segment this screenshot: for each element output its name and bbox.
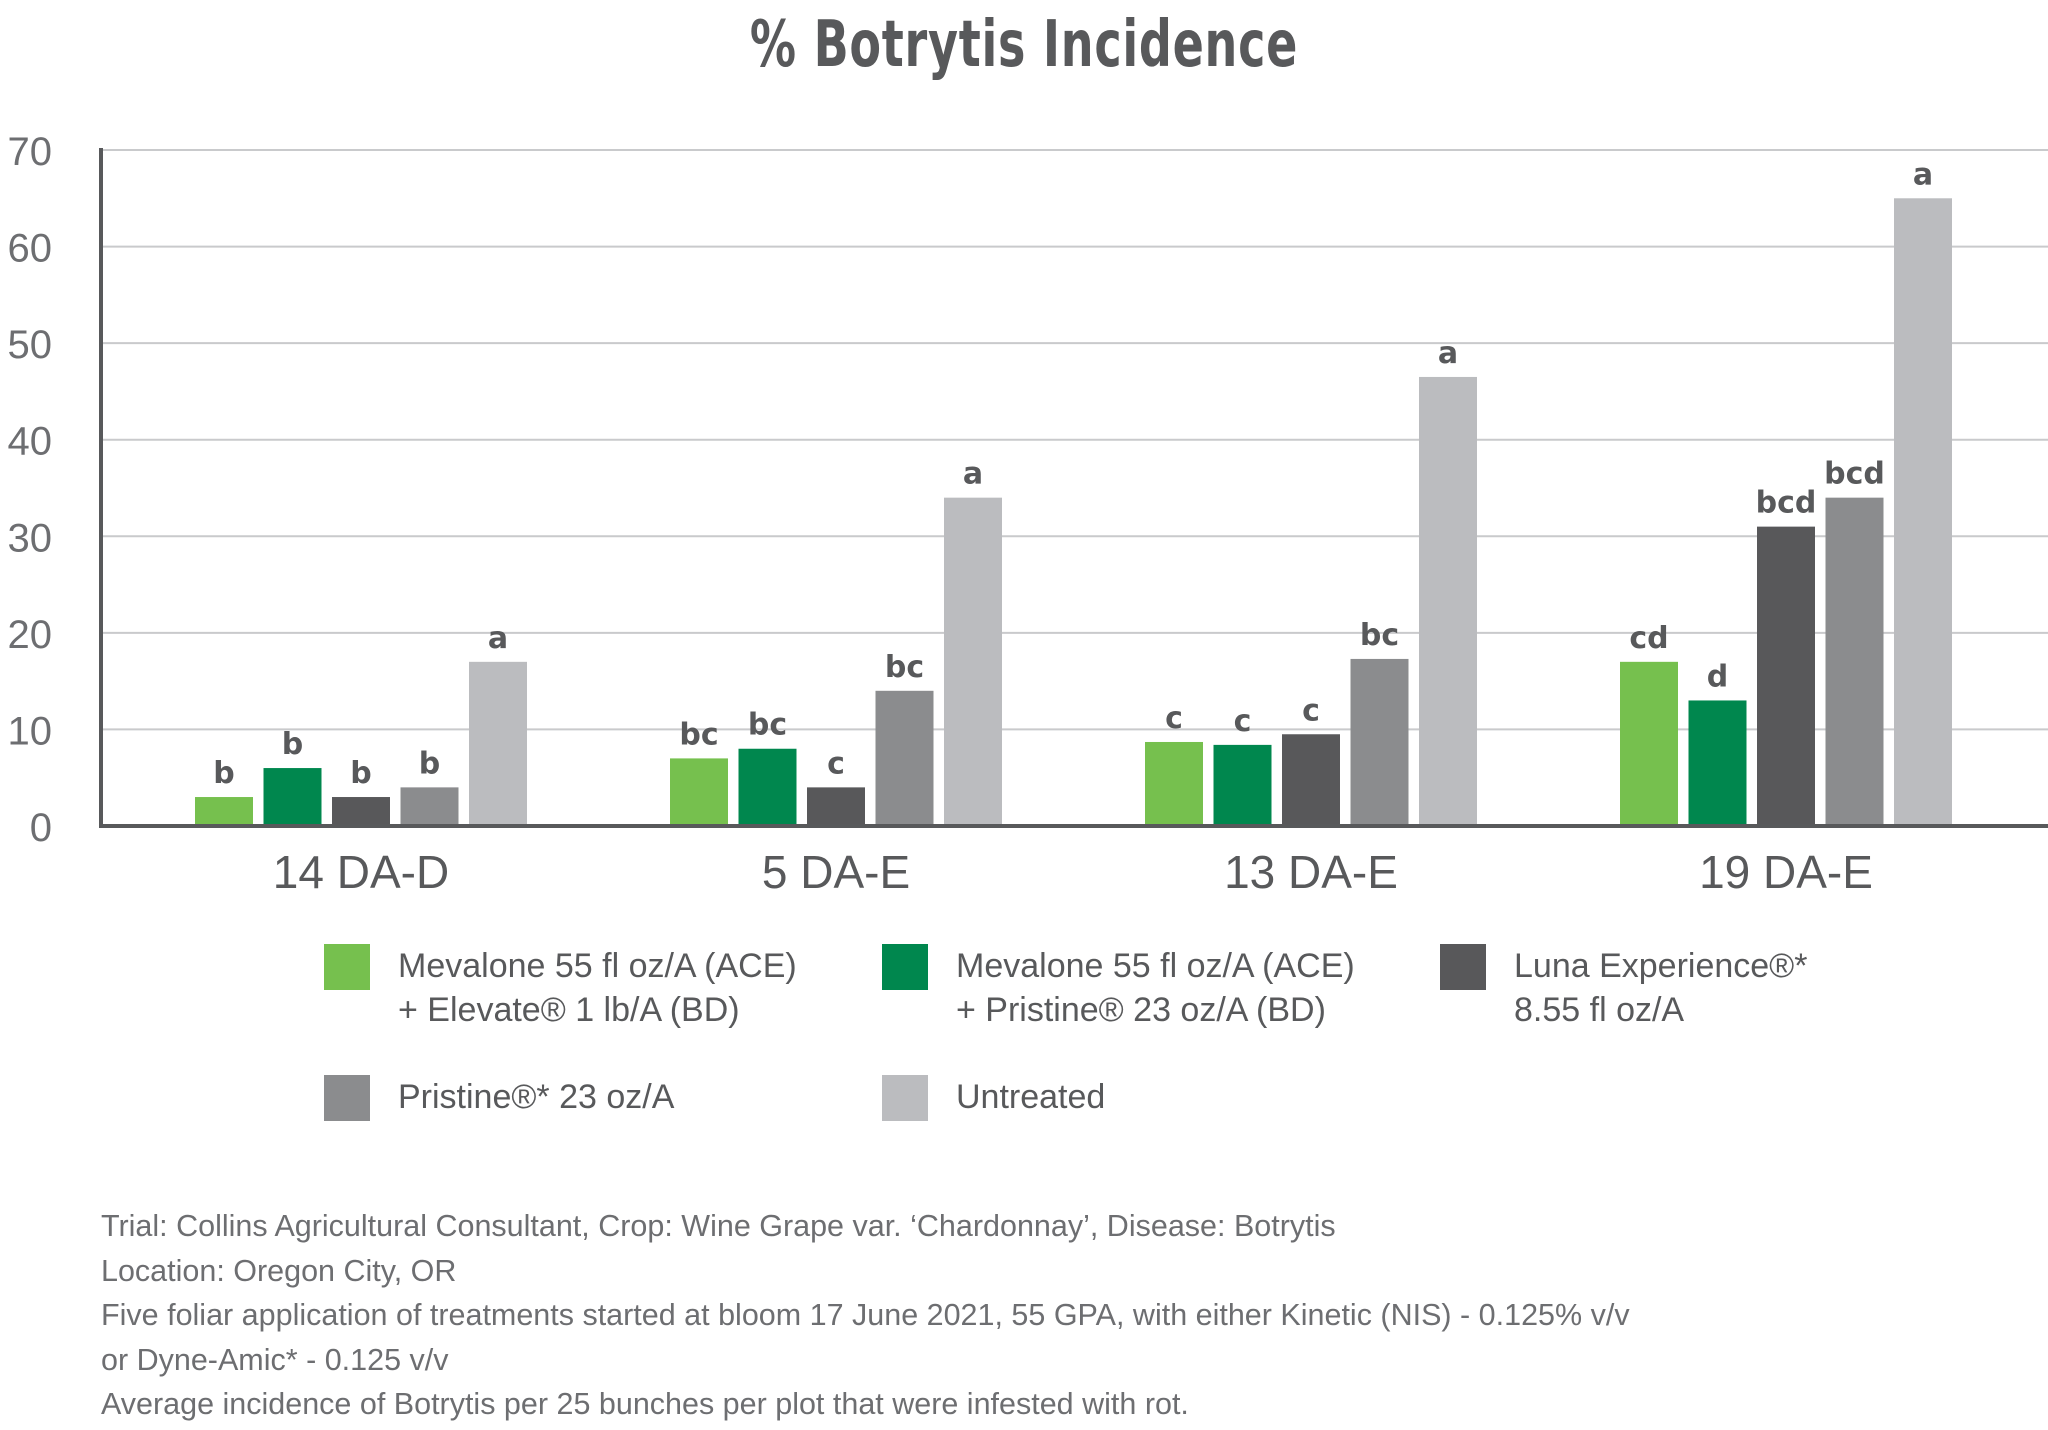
y-tick-label: 10	[8, 709, 53, 753]
significance-label: c	[1302, 693, 1320, 728]
legend-item: Untreated	[882, 1075, 1105, 1121]
bar	[1620, 661, 1678, 826]
significance-label: b	[419, 746, 440, 781]
significance-label: d	[1707, 659, 1728, 694]
bar	[1145, 741, 1203, 826]
bar	[263, 768, 322, 826]
y-tick-label: 0	[30, 806, 52, 850]
chart-title: % Botrytis Incidence	[749, 8, 1299, 82]
significance-label: bc	[1360, 618, 1399, 653]
y-tick-label: 50	[8, 323, 53, 367]
bar	[944, 497, 1002, 826]
bar	[875, 690, 934, 826]
legend-item: Pristine®* 23 oz/A	[324, 1075, 674, 1121]
significance-label: c	[1165, 701, 1183, 736]
legend-swatch	[882, 944, 928, 990]
note-line: Trial: Collins Agricultural Consultant, …	[101, 1209, 1336, 1243]
bar	[400, 787, 459, 826]
note-line: Average incidence of Botrytis per 25 bun…	[101, 1387, 1189, 1421]
bar	[332, 797, 390, 826]
legend-label: Mevalone 55 fl oz/A (ACE) + Elevate® 1 l…	[398, 947, 797, 1029]
legend-label: Mevalone 55 fl oz/A (ACE) + Pristine® 23…	[956, 947, 1355, 1029]
significance-label: a	[1438, 336, 1458, 371]
significance-label: b	[350, 756, 371, 791]
bar	[1419, 376, 1477, 826]
bar	[807, 787, 865, 826]
y-tick-label: 60	[8, 227, 53, 271]
significance-label: b	[213, 756, 234, 791]
significance-label: a	[488, 621, 508, 656]
x-tick-label: 5 DA-E	[762, 846, 910, 898]
significance-label: a	[963, 457, 983, 492]
legend-swatch	[882, 1075, 928, 1121]
x-tick-label: 19 DA-E	[1699, 846, 1873, 898]
legend-item: Luna Experience®* 8.55 fl oz/A	[1440, 944, 1807, 1032]
note-line: Location: Oregon City, OR	[101, 1253, 457, 1288]
significance-label: bcd	[1756, 486, 1817, 521]
significance-label: b	[282, 727, 303, 762]
legend-swatch	[1440, 944, 1486, 990]
note-line: Five foliar application of treatments st…	[101, 1298, 1630, 1332]
legend-label: Untreated	[956, 1078, 1106, 1116]
bar	[1282, 734, 1340, 826]
bar	[1213, 744, 1272, 826]
bar	[1894, 198, 1952, 827]
bar	[195, 797, 253, 826]
legend-swatch	[324, 944, 370, 990]
legend-swatch	[324, 1075, 370, 1121]
y-tick-label: 30	[8, 516, 53, 560]
bar	[1825, 497, 1884, 826]
x-tick-label: 13 DA-E	[1224, 846, 1398, 898]
significance-label: cd	[1629, 621, 1668, 656]
legend-label: Pristine®* 23 oz/A	[398, 1078, 675, 1116]
bar	[738, 748, 797, 826]
significance-label: a	[1913, 157, 1933, 192]
significance-label: bc	[885, 650, 924, 685]
y-tick-label: 70	[8, 130, 53, 174]
bar	[1350, 658, 1409, 826]
legend-label: Luna Experience®* 8.55 fl oz/A	[1514, 947, 1808, 1029]
bar	[1688, 700, 1747, 826]
bar	[1757, 526, 1815, 826]
legend-item: Mevalone 55 fl oz/A (ACE) + Pristine® 23…	[882, 944, 1355, 1032]
bar	[670, 758, 728, 826]
significance-label: bc	[679, 717, 718, 752]
legend-item: Mevalone 55 fl oz/A (ACE) + Elevate® 1 l…	[324, 944, 797, 1032]
significance-label: c	[827, 746, 845, 781]
note-line: or Dyne-Amic* - 0.125 v/v	[101, 1342, 449, 1377]
significance-label: bc	[748, 708, 787, 743]
y-tick-label: 20	[8, 613, 53, 657]
x-tick-label: 14 DA-D	[273, 846, 449, 898]
bar	[469, 661, 527, 826]
y-tick-label: 40	[8, 420, 53, 464]
significance-label: bcd	[1824, 457, 1885, 492]
trial-notes: Trial: Collins Agricultural Consultant, …	[101, 1204, 1630, 1427]
significance-label: c	[1234, 704, 1252, 739]
